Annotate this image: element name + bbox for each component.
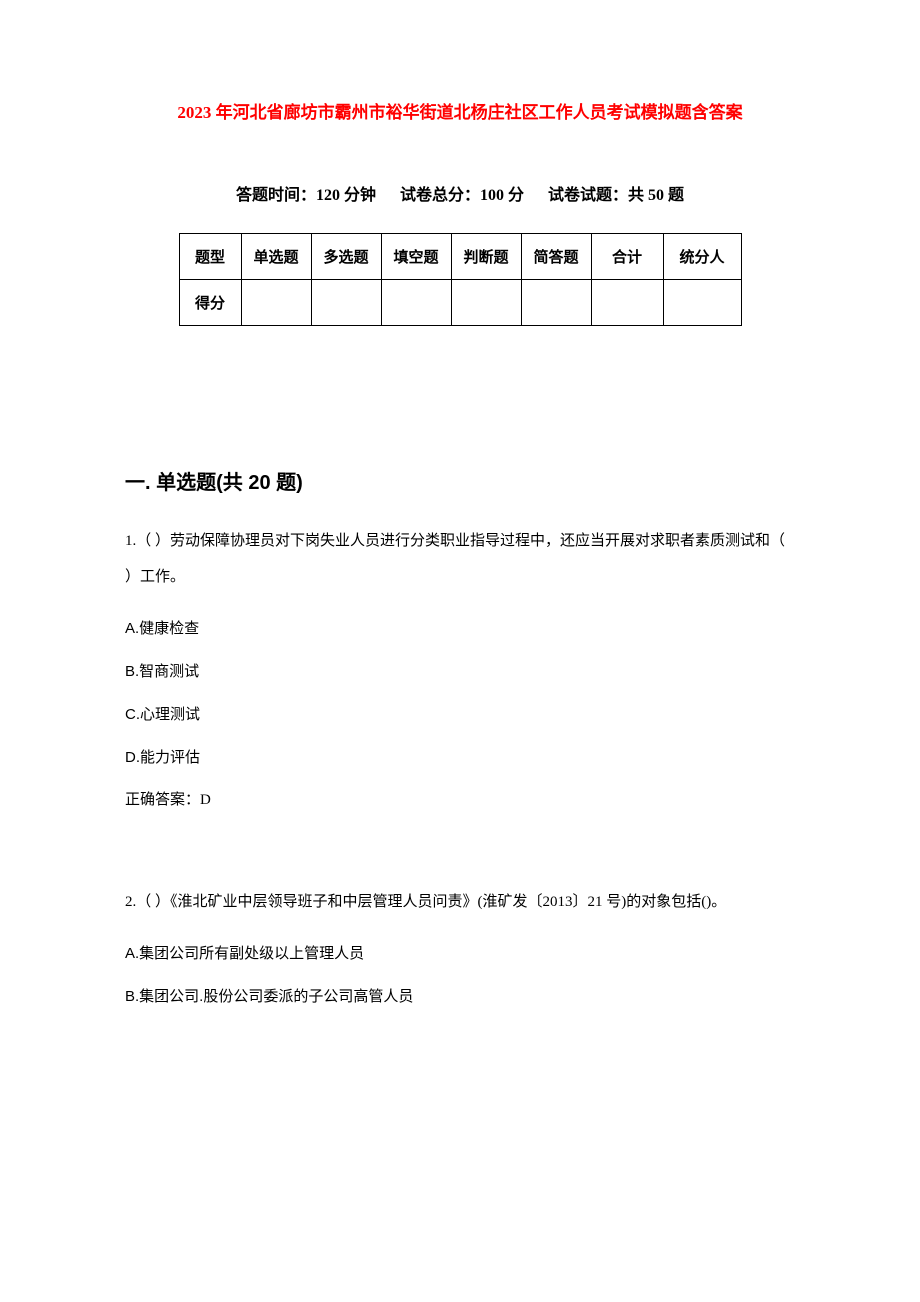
table-cell-empty (663, 279, 741, 325)
table-cell-header: 统分人 (663, 233, 741, 279)
section-title: 一. 单选题(共 20 题) (125, 466, 795, 495)
exam-title: 2023 年河北省廊坊市霸州市裕华街道北杨庄社区工作人员考试模拟题含答案 (125, 100, 795, 126)
option-a: A.集团公司所有副处级以上管理人员 (125, 940, 795, 967)
table-cell-header: 简答题 (521, 233, 591, 279)
meta-score: 试卷总分：100 分 (400, 187, 524, 204)
table-cell-empty (241, 279, 311, 325)
correct-answer: 正确答案：D (125, 787, 795, 814)
question-stem: 1.（ ）劳动保障协理员对下岗失业人员进行分类职业指导过程中，还应当开展对求职者… (125, 523, 795, 595)
meta-count: 试卷试题：共 50 题 (548, 187, 684, 204)
table-row: 题型 单选题 多选题 填空题 判断题 简答题 合计 统分人 (179, 233, 741, 279)
question-stem: 2.（ ）《淮北矿业中层领导班子和中层管理人员问责》(淮矿发〔2013〕21 号… (125, 884, 795, 920)
table-cell-empty (311, 279, 381, 325)
option-d: D.能力评估 (125, 744, 795, 771)
table-cell-empty (521, 279, 591, 325)
table-cell-empty (451, 279, 521, 325)
table-cell-score-label: 得分 (179, 279, 241, 325)
option-b: B.智商测试 (125, 658, 795, 685)
table-cell-header: 题型 (179, 233, 241, 279)
table-cell-header: 填空题 (381, 233, 451, 279)
option-c: C.心理测试 (125, 701, 795, 728)
option-b: B.集团公司.股份公司委派的子公司高管人员 (125, 983, 795, 1010)
option-a: A.健康检查 (125, 615, 795, 642)
table-cell-empty (381, 279, 451, 325)
table-row: 得分 (179, 279, 741, 325)
exam-meta: 答题时间：120 分钟 试卷总分：100 分 试卷试题：共 50 题 (125, 181, 795, 205)
table-cell-header: 单选题 (241, 233, 311, 279)
table-cell-header: 合计 (591, 233, 663, 279)
score-table: 题型 单选题 多选题 填空题 判断题 简答题 合计 统分人 得分 (179, 233, 742, 326)
table-cell-header: 多选题 (311, 233, 381, 279)
meta-time: 答题时间：120 分钟 (236, 187, 376, 204)
table-cell-header: 判断题 (451, 233, 521, 279)
table-cell-empty (591, 279, 663, 325)
